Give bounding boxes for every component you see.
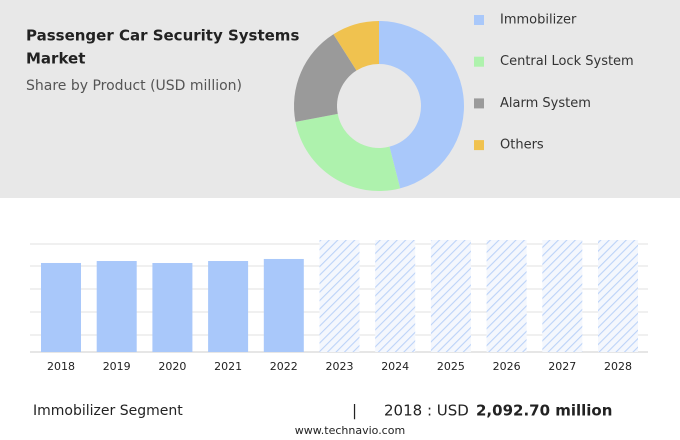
x-tick-label: 2020 [158,360,186,373]
x-tick-label: 2025 [437,360,465,373]
pie-slice [379,21,465,189]
x-tick-label: 2023 [326,360,354,373]
x-tick-label: 2026 [493,360,521,373]
x-tick-label: 2024 [381,360,409,373]
footer-segment: Immobilizer Segment [33,403,183,419]
legend-label: Alarm System [500,96,591,111]
pie-slice [294,34,357,122]
legend-label: Central Lock System [500,54,634,69]
pie-slice [333,21,379,71]
bar [430,240,471,352]
bar [542,240,583,352]
bar [152,263,193,352]
x-tick-label: 2021 [214,360,242,373]
footer-prefix: 2018 : USD [384,402,469,420]
pie-slice [295,113,401,191]
bar [263,258,304,352]
bar [208,261,249,352]
legend-label: Immobilizer [500,13,577,28]
x-tick-label: 2018 [47,360,75,373]
x-tick-label: 2019 [103,360,131,373]
legend-swatch [474,56,484,67]
bar [96,261,137,352]
title: Passenger Car Security Systems [26,27,299,45]
bar [41,262,81,352]
title: Market [26,50,85,68]
footer-separator: | [352,402,357,420]
bar [486,240,527,352]
subtitle: Share by Product (USD million) [26,78,242,94]
x-tick-label: 2028 [604,360,632,373]
legend-swatch [474,15,484,25]
x-tick-label: 2027 [548,360,576,373]
legend-swatch [474,98,484,109]
bar [598,240,638,352]
bar [375,240,416,352]
x-tick-label: 2022 [270,360,298,373]
legend-label: Others [500,138,544,153]
footer-source: www.technavio.com [295,424,405,437]
bar [319,240,360,352]
footer-amount: 2,092.70 million [476,402,612,420]
legend-swatch [474,140,484,151]
